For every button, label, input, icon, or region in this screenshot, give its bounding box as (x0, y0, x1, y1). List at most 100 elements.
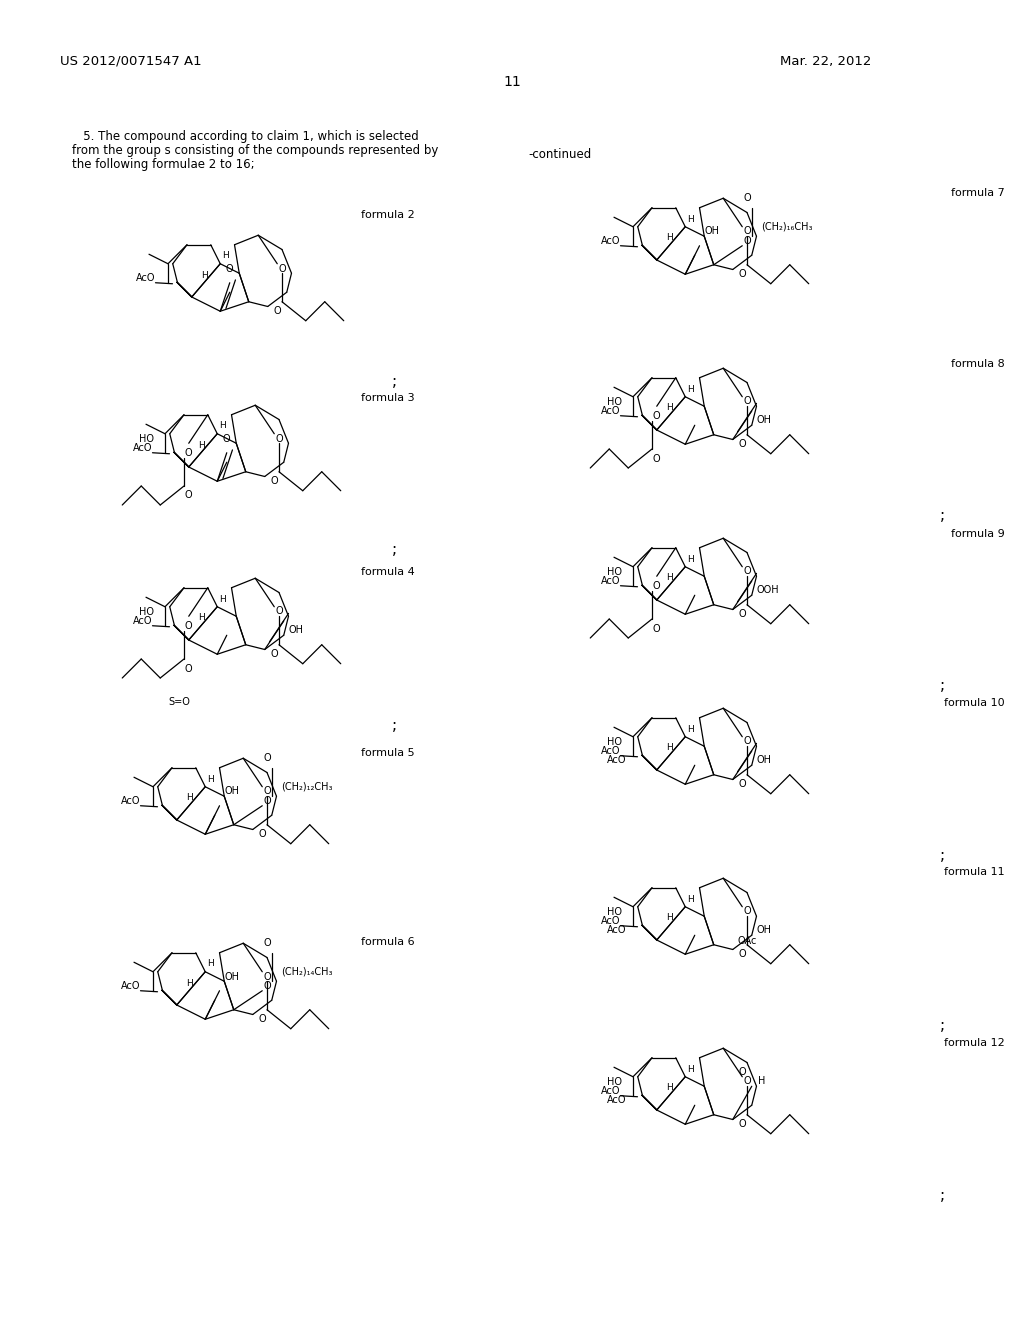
Text: formula 9: formula 9 (951, 529, 1005, 539)
Text: H: H (667, 404, 673, 412)
Text: ;: ; (940, 847, 945, 862)
Text: O: O (270, 477, 279, 486)
Text: O: O (743, 227, 751, 236)
Text: O: O (743, 1077, 751, 1086)
Text: ;: ; (940, 677, 945, 693)
Text: O: O (263, 754, 270, 763)
Text: OH: OH (705, 227, 719, 236)
Text: 5. The compound according to claim 1, which is selected: 5. The compound according to claim 1, wh… (72, 129, 419, 143)
Text: O: O (743, 193, 751, 203)
Text: O: O (738, 610, 746, 619)
Text: the following formulae 2 to 16;: the following formulae 2 to 16; (72, 158, 255, 172)
Text: O: O (743, 236, 751, 246)
Text: H: H (667, 1084, 673, 1093)
Text: OH: OH (757, 416, 772, 425)
Text: AcO: AcO (601, 1086, 621, 1096)
Text: O: O (263, 939, 270, 948)
Text: H: H (758, 1077, 765, 1086)
Text: AcO: AcO (121, 981, 140, 991)
Text: formula 8: formula 8 (951, 359, 1005, 370)
Text: O: O (270, 649, 279, 659)
Text: formula 7: formula 7 (951, 187, 1005, 198)
Text: H: H (667, 743, 673, 752)
Text: AcO: AcO (601, 576, 621, 586)
Text: O: O (653, 623, 660, 634)
Text: O: O (738, 269, 746, 280)
Text: H: H (186, 793, 194, 803)
Text: (CH₂)₁₂CH₃: (CH₂)₁₂CH₃ (282, 781, 333, 792)
Text: OAc: OAc (737, 936, 757, 946)
Text: O: O (275, 433, 283, 444)
Text: from the group s consisting of the compounds represented by: from the group s consisting of the compo… (72, 144, 438, 157)
Polygon shape (162, 990, 177, 1005)
Text: O: O (279, 264, 286, 273)
Text: OH: OH (224, 972, 240, 982)
Text: O: O (738, 949, 746, 960)
Text: AcO: AcO (601, 236, 621, 246)
Text: formula 6: formula 6 (361, 937, 415, 946)
Text: O: O (653, 581, 660, 591)
Text: HO: HO (607, 737, 623, 747)
Polygon shape (174, 451, 188, 467)
Text: formula 5: formula 5 (361, 748, 415, 758)
Polygon shape (174, 624, 188, 640)
Text: HO: HO (607, 907, 623, 917)
Text: AcO: AcO (136, 273, 156, 282)
Text: O: O (743, 737, 751, 747)
Text: Mar. 22, 2012: Mar. 22, 2012 (780, 55, 871, 69)
Text: AcO: AcO (601, 746, 621, 756)
Polygon shape (176, 282, 191, 297)
Text: (CH₂)₁₆CH₃: (CH₂)₁₆CH₃ (761, 222, 813, 232)
Text: O: O (273, 306, 281, 317)
Text: O: O (258, 1014, 266, 1024)
Text: O: O (743, 396, 751, 407)
Text: H: H (202, 271, 208, 280)
Text: AcO: AcO (607, 925, 627, 935)
Text: AcO: AcO (133, 442, 153, 453)
Text: S=O: S=O (168, 697, 190, 706)
Text: O: O (653, 411, 660, 421)
Polygon shape (162, 805, 177, 820)
Text: H: H (208, 960, 214, 969)
Text: H: H (222, 252, 229, 260)
Text: H: H (667, 913, 673, 923)
Text: ;: ; (940, 507, 945, 523)
Text: O: O (185, 620, 193, 631)
Polygon shape (642, 585, 656, 601)
Text: AcO: AcO (601, 916, 621, 925)
Text: HO: HO (139, 607, 155, 616)
Text: H: H (219, 421, 226, 430)
Text: O: O (738, 440, 746, 449)
Text: H: H (687, 214, 694, 223)
Text: O: O (743, 566, 751, 577)
Text: O: O (263, 972, 270, 982)
Text: ;: ; (940, 1188, 945, 1203)
Text: AcO: AcO (607, 1096, 627, 1105)
Polygon shape (642, 414, 656, 430)
Text: H: H (667, 234, 673, 243)
Text: AcO: AcO (601, 405, 621, 416)
Polygon shape (642, 755, 656, 770)
Text: H: H (186, 978, 194, 987)
Text: H: H (687, 554, 694, 564)
Text: H: H (687, 384, 694, 393)
Text: O: O (743, 907, 751, 916)
Text: H: H (199, 441, 205, 450)
Text: AcO: AcO (607, 755, 627, 766)
Polygon shape (642, 925, 656, 940)
Text: O: O (738, 1119, 746, 1129)
Text: US 2012/0071547 A1: US 2012/0071547 A1 (60, 55, 202, 69)
Text: (CH₂)₁₄CH₃: (CH₂)₁₄CH₃ (282, 966, 333, 977)
Text: OH: OH (289, 626, 304, 635)
Text: AcO: AcO (121, 796, 140, 805)
Text: OH: OH (757, 755, 772, 766)
Text: HO: HO (607, 397, 623, 407)
Text: ;: ; (392, 718, 397, 733)
Text: O: O (226, 264, 233, 273)
Text: OH: OH (757, 925, 772, 936)
Text: HO: HO (607, 1077, 623, 1086)
Text: O: O (263, 787, 270, 796)
Polygon shape (642, 1094, 656, 1110)
Text: O: O (185, 491, 193, 500)
Text: H: H (667, 573, 673, 582)
